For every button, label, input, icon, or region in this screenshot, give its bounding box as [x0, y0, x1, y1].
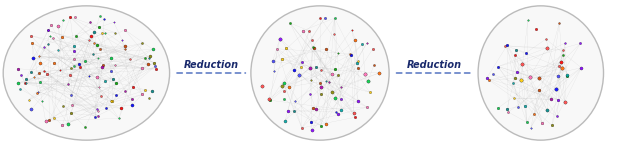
- Text: Reduction: Reduction: [184, 60, 239, 70]
- Ellipse shape: [3, 6, 170, 140]
- Ellipse shape: [478, 6, 604, 140]
- Ellipse shape: [251, 6, 389, 140]
- Text: Reduction: Reduction: [406, 60, 461, 70]
